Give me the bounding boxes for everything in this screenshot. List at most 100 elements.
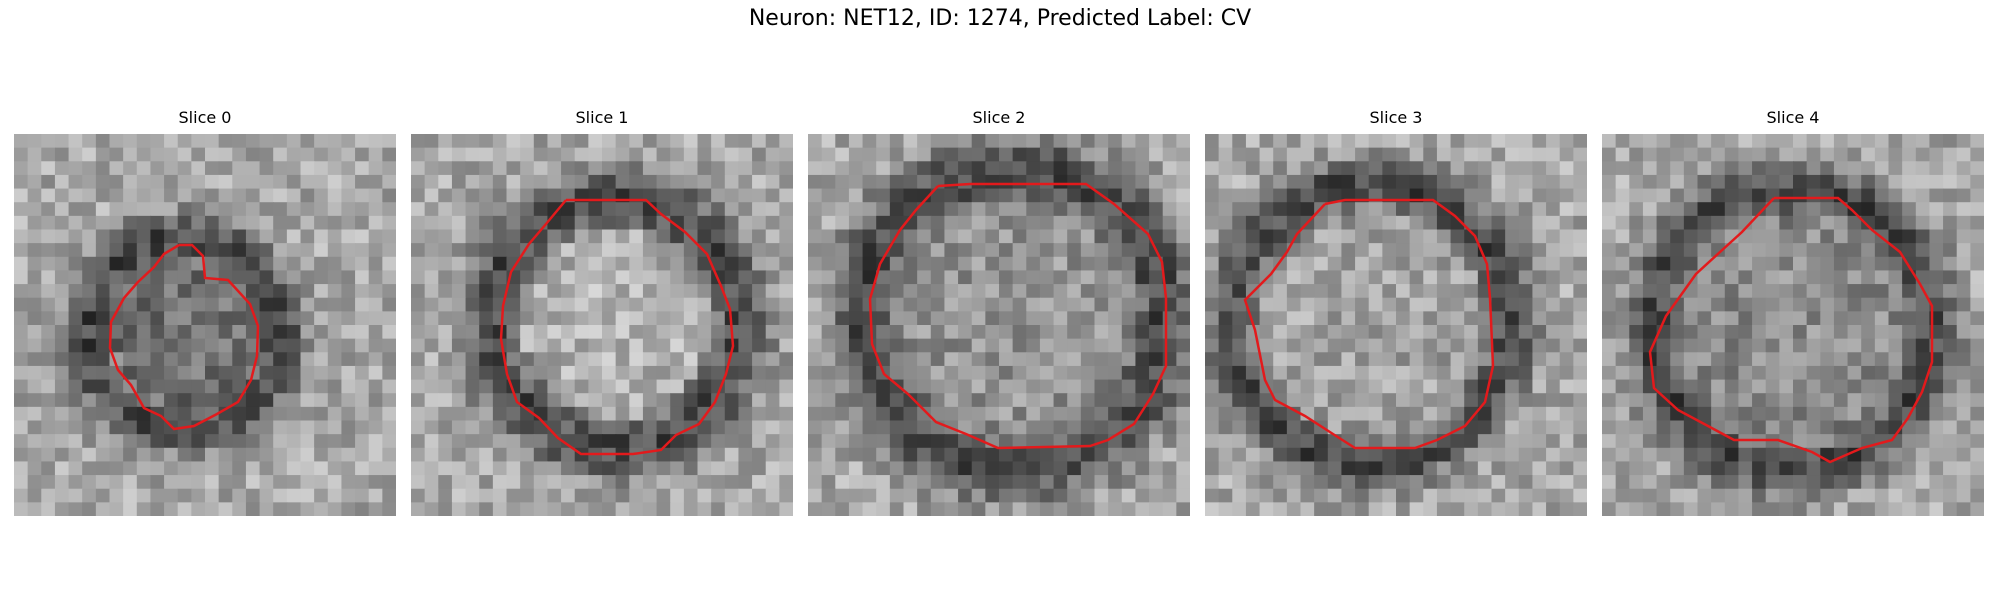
image-pixel xyxy=(1162,406,1177,422)
image-pixel xyxy=(286,202,302,217)
image-pixel xyxy=(1847,406,1862,422)
image-pixel xyxy=(1902,379,1917,394)
image-pixel xyxy=(1450,352,1465,367)
image-pixel xyxy=(1806,406,1821,422)
image-pixel xyxy=(903,352,918,367)
image-pixel xyxy=(574,229,589,244)
image-pixel xyxy=(136,488,152,503)
image-pixel xyxy=(1409,379,1424,394)
image-pixel xyxy=(1573,461,1587,476)
slice-title: Slice 2 xyxy=(972,108,1026,127)
image-pixel xyxy=(1752,215,1767,231)
image-pixel xyxy=(164,311,179,326)
image-pixel xyxy=(1970,188,1984,203)
image-pixel xyxy=(1970,174,1984,190)
image-pixel xyxy=(1683,229,1699,244)
image-pixel xyxy=(1205,161,1220,176)
image-pixel xyxy=(368,243,383,258)
image-pixel xyxy=(876,393,891,408)
image-pixel xyxy=(561,434,576,449)
image-pixel xyxy=(1039,475,1055,490)
image-pixel xyxy=(1450,447,1465,463)
image-pixel xyxy=(629,406,644,422)
image-pixel xyxy=(164,284,179,299)
image-pixel xyxy=(368,284,383,299)
image-pixel xyxy=(1396,488,1411,503)
image-pixel xyxy=(327,393,343,408)
image-pixel xyxy=(1327,325,1343,340)
image-pixel xyxy=(574,202,589,217)
image-pixel xyxy=(1518,284,1534,299)
image-pixel xyxy=(1874,379,1890,394)
image-pixel xyxy=(1505,352,1520,367)
image-pixel xyxy=(765,461,780,476)
image-pixel xyxy=(232,134,247,149)
image-pixel xyxy=(642,284,658,299)
image-pixel xyxy=(54,215,70,231)
image-pixel xyxy=(738,379,753,394)
image-pixel xyxy=(656,488,671,503)
image-pixel xyxy=(765,325,780,340)
image-pixel xyxy=(683,297,699,312)
image-pixel xyxy=(232,147,247,162)
image-pixel xyxy=(711,420,726,435)
image-pixel xyxy=(670,502,685,516)
image-pixel xyxy=(985,134,1000,149)
image-pixel xyxy=(808,379,823,394)
image-pixel xyxy=(1232,447,1247,463)
image-pixel xyxy=(1273,475,1288,490)
image-pixel xyxy=(1847,393,1862,408)
image-pixel xyxy=(1711,256,1726,272)
image-pixel xyxy=(1026,502,1041,516)
image-pixel xyxy=(327,488,343,503)
image-pixel xyxy=(574,325,589,340)
image-pixel xyxy=(1573,420,1587,435)
image-pixel xyxy=(547,434,562,449)
image-pixel xyxy=(123,215,138,231)
image-pixel xyxy=(738,202,753,217)
image-pixel xyxy=(1546,338,1561,353)
image-pixel xyxy=(314,311,329,326)
image-pixel xyxy=(821,270,836,285)
image-pixel xyxy=(588,338,603,353)
image-pixel xyxy=(327,338,343,353)
image-pixel xyxy=(711,243,726,258)
image-pixel xyxy=(286,488,302,503)
image-pixel xyxy=(273,379,288,394)
image-pixel xyxy=(1793,406,1808,422)
image-pixel xyxy=(327,202,343,217)
image-pixel xyxy=(1656,270,1671,285)
image-pixel xyxy=(1738,447,1753,463)
image-pixel xyxy=(1464,502,1479,516)
image-pixel xyxy=(1861,256,1876,272)
image-pixel xyxy=(109,461,124,476)
image-pixel xyxy=(136,461,152,476)
image-pixel xyxy=(218,488,233,503)
image-pixel xyxy=(218,202,233,217)
image-pixel xyxy=(1409,256,1424,272)
image-pixel xyxy=(1874,475,1890,490)
image-pixel xyxy=(724,475,740,490)
image-pixel xyxy=(1779,461,1794,476)
image-pixel xyxy=(1355,147,1370,162)
image-pixel xyxy=(1314,352,1329,367)
image-pixel xyxy=(1738,311,1753,326)
image-pixel xyxy=(1053,284,1068,299)
image-pixel xyxy=(1874,420,1890,435)
image-pixel xyxy=(1874,365,1890,381)
image-pixel xyxy=(109,434,124,449)
image-pixel xyxy=(1902,434,1917,449)
image-pixel xyxy=(1108,352,1123,367)
image-pixel xyxy=(1273,325,1288,340)
image-pixel xyxy=(438,215,453,231)
image-pixel xyxy=(1738,297,1753,312)
image-pixel xyxy=(642,434,658,449)
image-pixel xyxy=(1436,174,1452,190)
image-pixel xyxy=(615,420,630,435)
image-pixel xyxy=(574,502,589,516)
image-pixel xyxy=(1888,475,1903,490)
image-pixel xyxy=(1970,229,1984,244)
image-pixel xyxy=(1450,365,1465,381)
image-pixel xyxy=(821,352,836,367)
image-pixel xyxy=(451,502,467,516)
